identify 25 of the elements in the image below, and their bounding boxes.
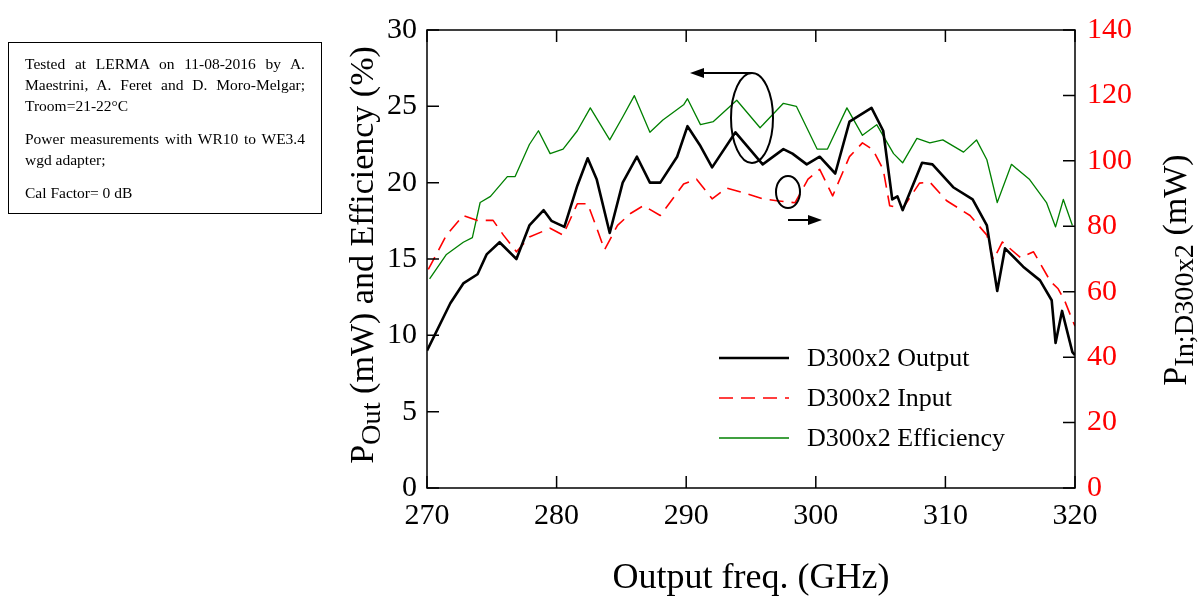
y2-tick-label: 140 — [1087, 10, 1132, 44]
text: Power measurements with WR10 to WE3.4 wgd adapter; — [25, 129, 305, 170]
text: Cal Factor= 0 dB — [25, 183, 134, 203]
y2-tick-label: 40 — [1087, 338, 1117, 372]
y-tick-label: 15 — [387, 239, 417, 273]
x-tick-label: 280 — [534, 496, 580, 530]
y-tick-label: 10 — [387, 316, 417, 350]
y-tick-label: 30 — [387, 10, 417, 44]
y2-tick-label: 60 — [1087, 272, 1117, 306]
y2-tick-label: 120 — [1087, 76, 1132, 110]
legend-label: D300x2 Output — [806, 343, 970, 373]
legend-label: D300x2 Input — [806, 383, 953, 413]
x-tick-label: 310 — [922, 496, 968, 530]
x-axis-title: Output freq. (GHz) — [611, 555, 891, 597]
text: Tested at LERMA on 11-08-2016 by A. Maestrini, A. Feret and D. Moro-Melgar; Troom=21-22°C — [25, 54, 305, 116]
line-series — [427, 142, 1075, 327]
y-tick-label: 5 — [402, 392, 417, 426]
y2-tick-label: 20 — [1087, 403, 1117, 437]
legend-label: D300x2 Efficiency — [806, 423, 1005, 453]
y2-tick-label: 80 — [1087, 207, 1117, 241]
y2-tick-label: 100 — [1087, 141, 1132, 175]
x-tick-label: 300 — [793, 496, 839, 530]
y-tick-label: 25 — [387, 87, 417, 121]
x-tick-label: 290 — [663, 496, 709, 530]
y-tick-label: 20 — [387, 163, 417, 197]
